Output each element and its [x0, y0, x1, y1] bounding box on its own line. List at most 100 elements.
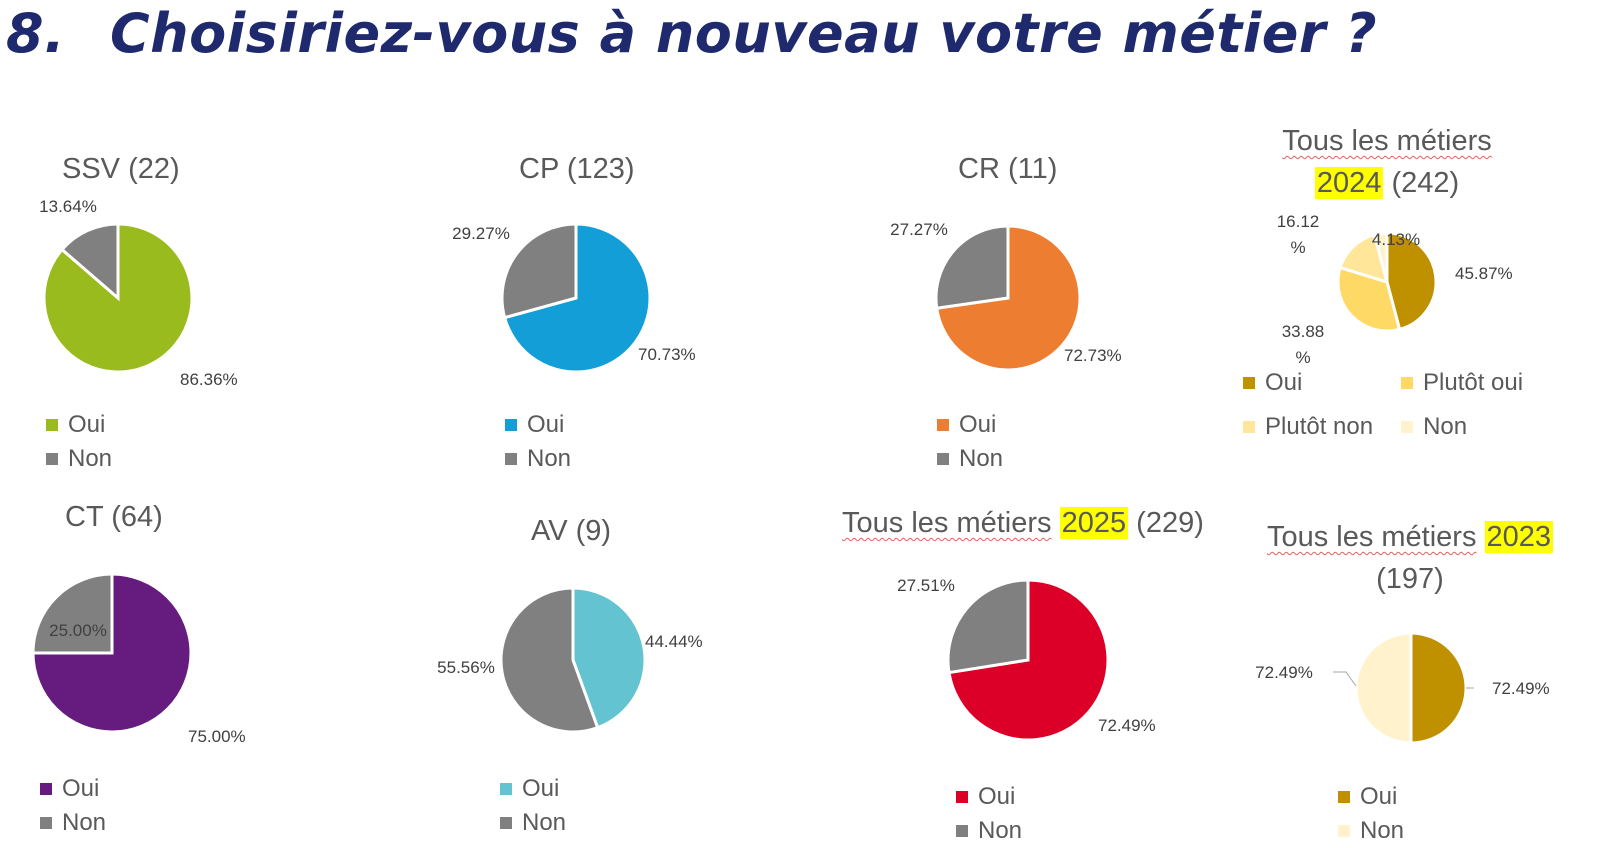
legend-label: Non — [62, 809, 107, 836]
legend-label: Oui — [959, 411, 997, 438]
legend-item-non: Non — [46, 442, 112, 476]
legend-swatch — [937, 419, 949, 431]
legend-label: Oui — [68, 411, 106, 438]
legend-swatch — [1338, 825, 1350, 837]
legend-av: Oui Non — [500, 772, 594, 840]
pie-slice-oui — [1385, 231, 1438, 332]
data-label: 72.73% — [1064, 346, 1122, 365]
legend-swatch — [1243, 421, 1255, 433]
chart-title-year: 2023 — [1484, 521, 1554, 553]
legend-item-non: Non — [1338, 814, 1404, 848]
data-label: 27.51% — [897, 576, 955, 595]
legend-ct: Oui Non — [40, 772, 134, 840]
slide-title-text: Choisiriez-vous à nouveau votre métier ? — [110, 2, 1378, 65]
chart-title-text: Tous les métiers — [842, 507, 1052, 539]
data-label: 75.00% — [188, 727, 246, 746]
legend-swatch — [1243, 377, 1255, 389]
pie-slice-non — [1354, 631, 1413, 745]
data-label: 27.27% — [890, 220, 948, 239]
data-label: 4.13% — [1372, 230, 1420, 249]
legend-swatch — [1401, 377, 1413, 389]
legend-ssv: Oui Non — [46, 408, 140, 476]
legend-label: Oui — [527, 411, 565, 438]
pie-slice-non — [31, 572, 114, 655]
chart-title: Tous les métiers 2023 (197) — [1262, 520, 1558, 596]
legend-all-2024: Oui Plutôt oui Plutôt non Non — [1243, 366, 1583, 444]
legend-label: Non — [959, 445, 1004, 472]
chart-title-count: (197) — [1376, 563, 1444, 595]
legend-item-oui: Oui — [1338, 780, 1397, 814]
leader-line — [1333, 671, 1357, 687]
data-label: 86.36% — [180, 370, 238, 389]
legend-label: Non — [527, 445, 572, 472]
pie-slice-non — [59, 222, 120, 302]
slide-number: 8. — [6, 2, 66, 65]
pie-slice-plut-t-oui — [1336, 265, 1402, 333]
legend-item-oui: Oui — [40, 772, 99, 806]
legend-item-non: Non — [500, 806, 566, 840]
legend-swatch — [500, 783, 512, 795]
legend-item-non: Non — [1401, 410, 1467, 444]
data-label: 45.87% — [1455, 264, 1513, 283]
legend-label: Non — [1360, 817, 1405, 844]
legend-swatch — [505, 453, 517, 465]
chart-title-count: (229) — [1136, 507, 1204, 539]
legend-label: Oui — [1265, 369, 1303, 396]
chart-title: Tous les métiers 2025 (229) — [842, 506, 1204, 540]
legend-swatch — [46, 453, 58, 465]
legend-swatch — [956, 825, 968, 837]
data-label: 13.64% — [39, 197, 97, 216]
legend-label: Non — [68, 445, 113, 472]
legend-item-oui: Oui — [505, 408, 564, 442]
legend-item-non: Non — [505, 442, 571, 476]
pie-slice-non — [499, 586, 600, 734]
legend-label: Plutôt oui — [1423, 369, 1524, 396]
pie-slice-non — [500, 222, 578, 320]
pie-slice-oui — [1409, 631, 1468, 745]
legend-item-plutot-oui: Plutôt oui — [1401, 366, 1523, 400]
legend-label: Oui — [62, 775, 100, 802]
legend-item-plutot-non: Plutôt non — [1243, 410, 1373, 444]
legend-swatch — [937, 453, 949, 465]
data-label: 25.00% — [49, 621, 107, 640]
legend-item-oui: Oui — [1243, 366, 1373, 400]
legend-swatch — [505, 419, 517, 431]
chart-title: CP (123) — [519, 153, 635, 185]
data-label: 44.44% — [645, 632, 703, 651]
legend-cp: Oui Non — [505, 408, 599, 476]
chart-title-text: Tous les métiers — [1266, 521, 1477, 553]
chart-title: CT (64) — [65, 501, 163, 533]
legend-swatch — [40, 783, 52, 795]
chart-title: Tous les métiers 2024 (242) — [1278, 124, 1496, 200]
legend-item-non: Non — [40, 806, 106, 840]
legend-item-oui: Oui — [956, 780, 1015, 814]
legend-swatch — [46, 419, 58, 431]
chart-title: CR (11) — [958, 153, 1058, 185]
chart-title: SSV (22) — [62, 153, 180, 185]
data-label: 72.49% — [1492, 679, 1550, 698]
chart-title-year: 2025 — [1059, 507, 1129, 539]
pie-slice-non — [934, 224, 1010, 310]
data-label: 70.73% — [638, 345, 696, 364]
page-title: 8. Choisiriez-vous à nouveau votre métier… — [6, 2, 1377, 65]
legend-label: Plutôt non — [1265, 413, 1374, 440]
legend-item-non: Non — [937, 442, 1003, 476]
data-label: 72.49% — [1255, 663, 1313, 682]
pie-slice-non — [1372, 231, 1389, 283]
legend-swatch — [40, 817, 52, 829]
legend-swatch — [500, 817, 512, 829]
data-label: 55.56% — [437, 658, 495, 677]
legend-label: Oui — [522, 775, 560, 802]
legend-cr: Oui Non — [937, 408, 1031, 476]
legend-label: Non — [1423, 413, 1468, 440]
pie-slice-oui — [571, 586, 647, 730]
legend-item-oui: Oui — [500, 772, 559, 806]
legend-swatch — [1401, 421, 1414, 433]
